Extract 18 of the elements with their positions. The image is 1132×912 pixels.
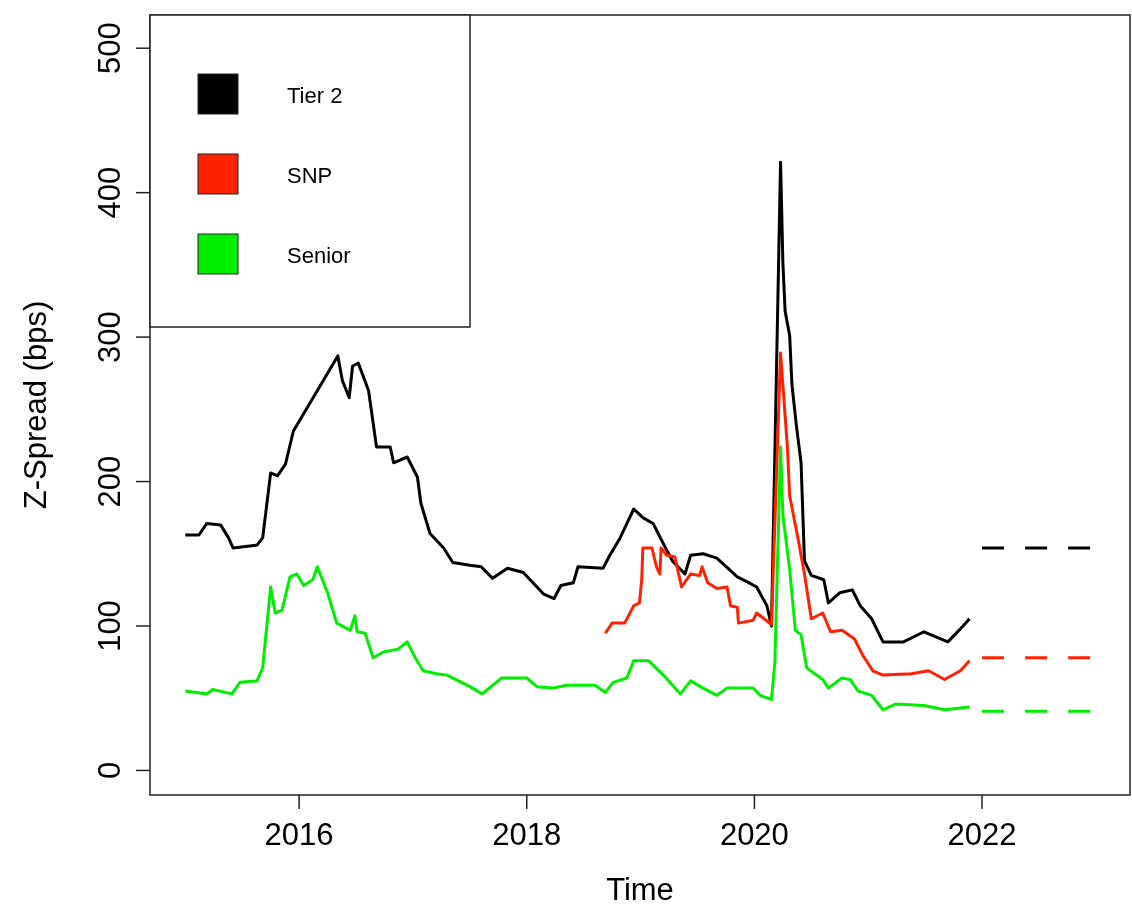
y-tick-label: 100 <box>92 600 127 652</box>
y-tick-label: 300 <box>92 311 127 363</box>
y-tick-label: 400 <box>92 166 127 219</box>
y-tick-label: 500 <box>92 22 127 75</box>
x-axis-title: Time <box>606 872 674 907</box>
legend-label: Tier 2 <box>287 83 343 108</box>
line-series <box>603 351 972 681</box>
y-axis-title: Z-Spread (bps) <box>18 300 53 510</box>
line-series <box>183 445 972 712</box>
legend-label: SNP <box>287 163 333 188</box>
legend-label: Senior <box>287 243 351 268</box>
x-tick-label: 2020 <box>719 817 789 852</box>
x-tick-label: 2018 <box>492 817 562 852</box>
y-tick-label: 200 <box>92 455 127 508</box>
x-tick-label: 2016 <box>264 817 334 852</box>
y-tick-label: 0 <box>92 761 127 780</box>
line-series <box>183 160 972 644</box>
x-tick-label: 2022 <box>947 817 1017 852</box>
